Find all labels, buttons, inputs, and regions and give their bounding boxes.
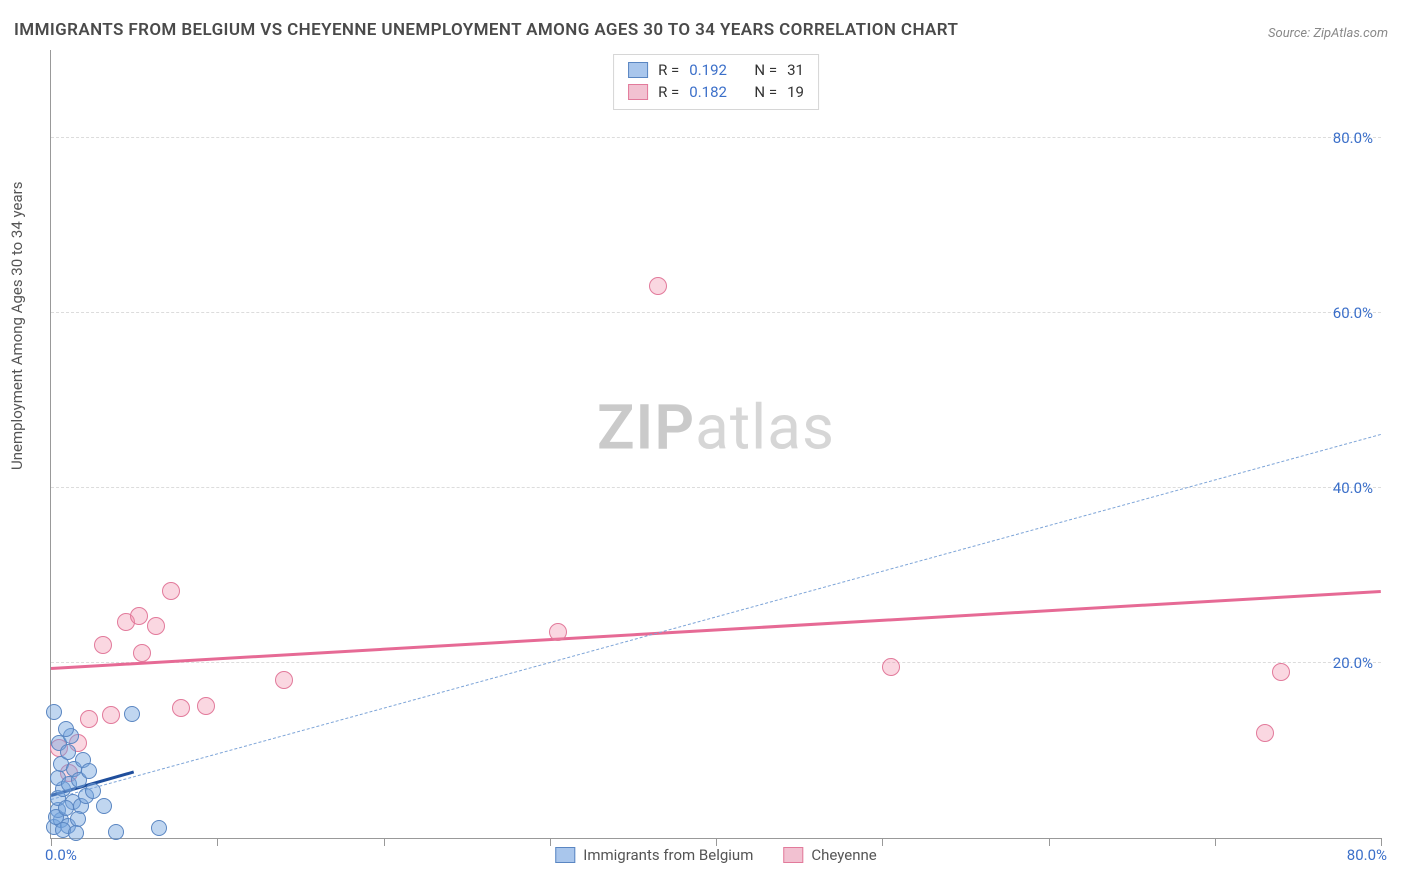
r-label: R = xyxy=(658,59,679,81)
y-tick-label: 20.0% xyxy=(1333,654,1373,672)
x-tick xyxy=(1215,838,1216,846)
data-point-cheyenne xyxy=(649,277,667,295)
swatch-blue xyxy=(555,847,575,863)
data-point-cheyenne xyxy=(130,607,148,625)
data-point-belgium xyxy=(108,824,124,840)
data-point-belgium xyxy=(46,704,62,720)
y-tick-label: 80.0% xyxy=(1333,129,1373,147)
data-point-cheyenne xyxy=(162,582,180,600)
data-point-cheyenne xyxy=(549,623,567,641)
x-tick xyxy=(217,838,218,846)
legend-label: Immigrants from Belgium xyxy=(583,846,753,864)
data-point-belgium xyxy=(68,825,84,841)
x-axis-max-label: 80.0% xyxy=(1347,846,1387,864)
trend-line xyxy=(51,434,1381,800)
chart-title: IMMIGRANTS FROM BELGIUM VS CHEYENNE UNEM… xyxy=(14,20,958,40)
source-attribution: Source: ZipAtlas.com xyxy=(1268,26,1388,41)
legend-item-cheyenne: Cheyenne xyxy=(783,846,876,864)
legend-item-belgium: Immigrants from Belgium xyxy=(555,846,753,864)
data-point-belgium xyxy=(81,763,97,779)
source-name: ZipAtlas.com xyxy=(1313,26,1388,41)
gridline xyxy=(51,662,1381,663)
y-axis-label: Unemployment Among Ages 30 to 34 years xyxy=(8,182,26,470)
gridline xyxy=(51,312,1381,313)
r-value: 0.192 xyxy=(689,59,727,81)
data-point-cheyenne xyxy=(172,699,190,717)
watermark-zip: ZIP xyxy=(597,392,695,465)
series-legend: Immigrants from Belgium Cheyenne xyxy=(555,846,876,864)
scatter-plot-area: ZIPatlas R = 0.192 N = 31 R = 0.182 N = … xyxy=(50,50,1381,839)
swatch-pink xyxy=(783,847,803,863)
x-tick xyxy=(882,838,883,846)
x-tick xyxy=(1381,838,1382,846)
data-point-cheyenne xyxy=(147,617,165,635)
x-axis-min-label: 0.0% xyxy=(45,846,77,864)
data-point-belgium xyxy=(85,783,101,799)
data-point-belgium xyxy=(60,744,76,760)
y-tick-label: 60.0% xyxy=(1333,304,1373,322)
x-tick xyxy=(1049,838,1050,846)
gridline xyxy=(51,137,1381,138)
data-point-cheyenne xyxy=(275,671,293,689)
legend-label: Cheyenne xyxy=(811,846,876,864)
legend-row-belgium: R = 0.192 N = 31 xyxy=(628,59,804,81)
watermark: ZIPatlas xyxy=(597,392,835,465)
data-point-cheyenne xyxy=(133,644,151,662)
data-point-cheyenne xyxy=(102,706,120,724)
y-tick-label: 40.0% xyxy=(1333,479,1373,497)
x-tick xyxy=(51,838,52,846)
data-point-cheyenne xyxy=(882,658,900,676)
swatch-blue xyxy=(628,62,648,78)
r-value: 0.182 xyxy=(689,81,727,103)
data-point-cheyenne xyxy=(94,636,112,654)
n-value: 31 xyxy=(787,59,804,81)
data-point-belgium xyxy=(58,721,74,737)
source-label: Source: xyxy=(1268,26,1313,41)
x-tick xyxy=(716,838,717,846)
data-point-belgium xyxy=(96,798,112,814)
data-point-cheyenne xyxy=(80,710,98,728)
watermark-atlas: atlas xyxy=(695,392,835,465)
swatch-pink xyxy=(628,84,648,100)
n-label: N = xyxy=(754,59,777,81)
r-label: R = xyxy=(658,81,679,103)
data-point-cheyenne xyxy=(197,697,215,715)
correlation-legend: R = 0.192 N = 31 R = 0.182 N = 19 xyxy=(613,54,819,110)
trend-line xyxy=(51,590,1381,670)
x-tick xyxy=(550,838,551,846)
data-point-belgium xyxy=(151,820,167,836)
x-tick xyxy=(384,838,385,846)
n-label: N = xyxy=(754,81,777,103)
data-point-cheyenne xyxy=(1272,663,1290,681)
legend-row-cheyenne: R = 0.182 N = 19 xyxy=(628,81,804,103)
data-point-belgium xyxy=(124,706,140,722)
data-point-cheyenne xyxy=(1256,724,1274,742)
n-value: 19 xyxy=(787,81,804,103)
